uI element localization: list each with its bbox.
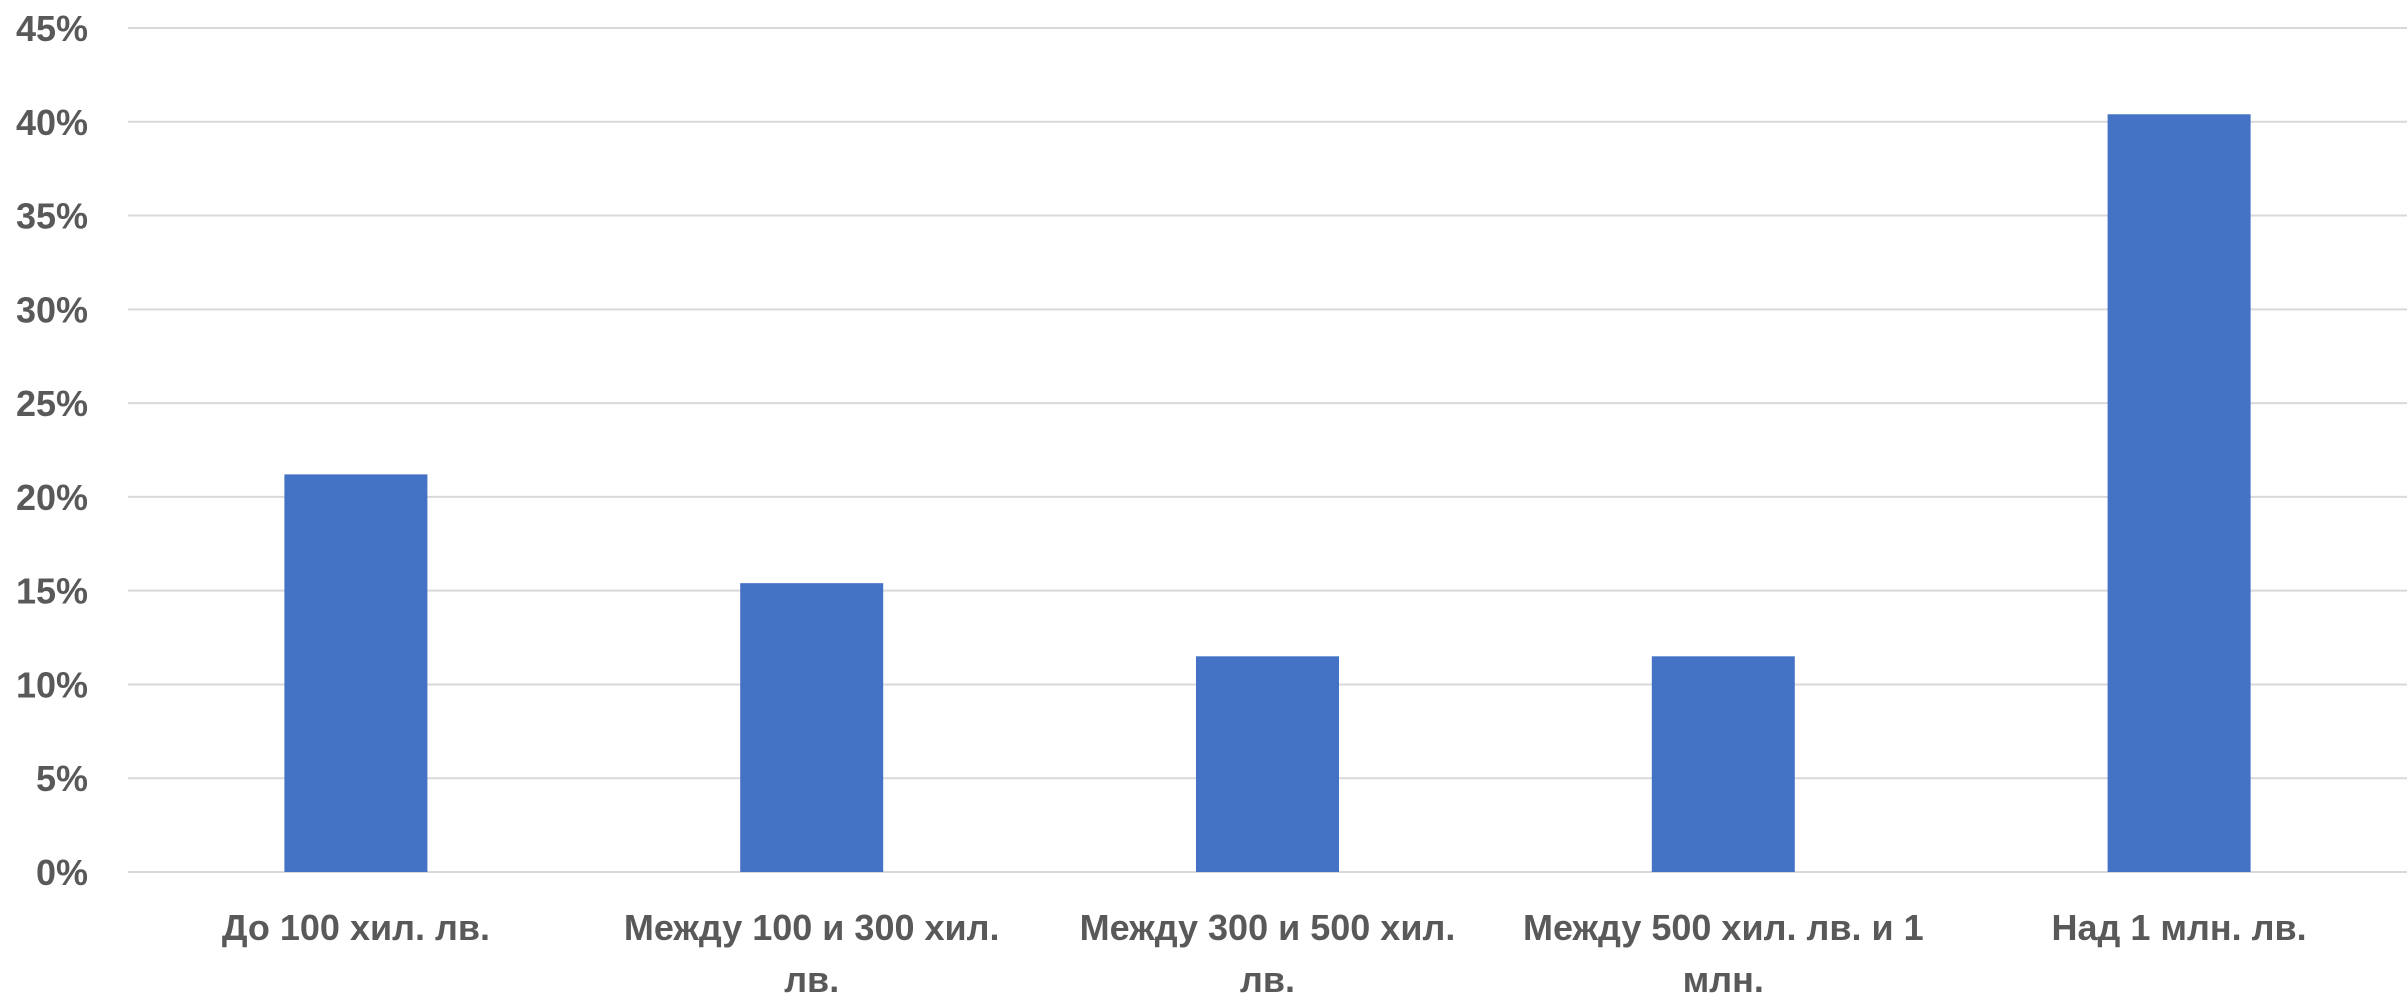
x-category-label: Над 1 млн. лв. <box>2052 907 2307 948</box>
x-category-label: Между 100 и 300 хил. лв. <box>624 907 1000 998</box>
y-tick-label: 30% <box>16 289 88 330</box>
bar <box>1651 656 1795 872</box>
x-category-label: Между 500 хил. лв. и 1 млн. <box>1523 907 1924 998</box>
x-category-label-line: Между 300 и 500 хил. <box>1080 907 1456 948</box>
x-category-label-line: Над 1 млн. лв. <box>2052 907 2307 948</box>
y-tick-label: 45% <box>16 8 88 49</box>
gridlines <box>128 27 2407 873</box>
bar <box>1196 656 1339 872</box>
y-tick-label: 35% <box>16 196 88 237</box>
bar <box>740 583 884 872</box>
y-tick-label: 15% <box>16 571 88 612</box>
bar <box>284 474 428 872</box>
y-tick-label: 20% <box>16 477 88 518</box>
x-category-label-line: Между 100 и 300 хил. <box>624 907 1000 948</box>
y-tick-label: 40% <box>16 102 88 143</box>
x-category-label: До 100 хил. лв. <box>222 907 490 948</box>
x-category-label-line: лв. <box>784 959 839 998</box>
y-tick-label: 10% <box>16 664 88 705</box>
y-tick-label: 0% <box>36 852 88 893</box>
y-tick-label: 25% <box>16 383 88 424</box>
y-tick-label: 5% <box>36 758 88 799</box>
x-category-label-line: лв. <box>1240 959 1295 998</box>
x-category-label-line: Между 500 хил. лв. и 1 <box>1523 907 1924 948</box>
y-axis-tick-labels: 0% 5% 10% 15% 20% 25% 30% 35% 40% 45% <box>16 8 88 893</box>
x-category-label-line: До 100 хил. лв. <box>222 907 490 948</box>
x-category-label: Между 300 и 500 хил. лв. <box>1080 907 1456 998</box>
x-axis-category-labels: До 100 хил. лв. Между 100 и 300 хил. лв.Ме… <box>222 907 2307 998</box>
x-category-label-line: млн. <box>1683 959 1764 998</box>
bar <box>2107 114 2251 872</box>
bars <box>284 114 2251 872</box>
